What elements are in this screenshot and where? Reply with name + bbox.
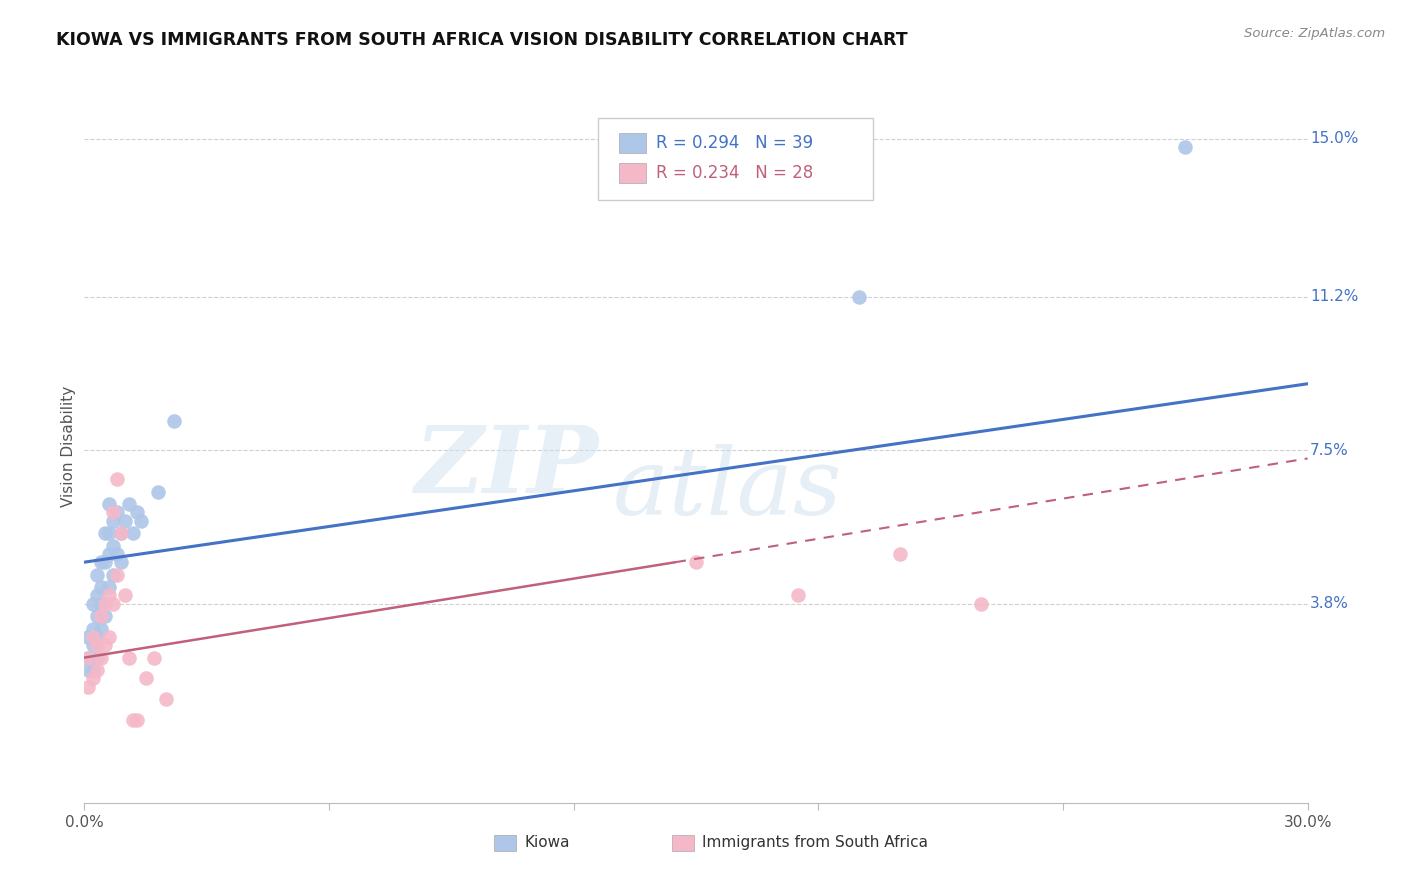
- Point: [1174, 140, 1197, 154]
- Point: [101, 567, 124, 582]
- Point: [97, 526, 120, 541]
- Point: [86, 567, 108, 582]
- Point: [127, 713, 149, 727]
- Point: [86, 630, 108, 644]
- Point: [97, 580, 120, 594]
- Point: [82, 638, 104, 652]
- Point: [685, 555, 707, 569]
- Point: [93, 597, 115, 611]
- Point: [86, 609, 108, 624]
- Point: [77, 650, 100, 665]
- Point: [127, 505, 149, 519]
- Point: [77, 680, 100, 694]
- Point: [110, 555, 132, 569]
- Point: [101, 505, 124, 519]
- Point: [118, 497, 141, 511]
- Point: [848, 290, 870, 304]
- Point: [86, 588, 108, 602]
- Point: [970, 597, 993, 611]
- Text: R = 0.234   N = 28: R = 0.234 N = 28: [655, 164, 813, 182]
- Point: [77, 650, 100, 665]
- Point: [101, 597, 124, 611]
- Text: atlas: atlas: [613, 444, 842, 533]
- Point: [90, 597, 112, 611]
- Text: 7.5%: 7.5%: [1310, 442, 1348, 458]
- Point: [97, 497, 120, 511]
- Y-axis label: Vision Disability: Vision Disability: [60, 385, 76, 507]
- Point: [101, 514, 124, 528]
- Point: [77, 630, 100, 644]
- Point: [105, 505, 128, 519]
- Point: [77, 663, 100, 677]
- Point: [118, 650, 141, 665]
- Point: [146, 484, 169, 499]
- Text: KIOWA VS IMMIGRANTS FROM SOUTH AFRICA VISION DISABILITY CORRELATION CHART: KIOWA VS IMMIGRANTS FROM SOUTH AFRICA VI…: [56, 31, 908, 49]
- Text: Source: ZipAtlas.com: Source: ZipAtlas.com: [1244, 27, 1385, 40]
- Point: [110, 526, 132, 541]
- Point: [90, 555, 112, 569]
- Point: [122, 526, 145, 541]
- Point: [889, 547, 911, 561]
- Point: [110, 526, 132, 541]
- Text: Kiowa: Kiowa: [524, 835, 571, 849]
- Point: [93, 526, 115, 541]
- Point: [131, 514, 153, 528]
- Point: [93, 638, 115, 652]
- Point: [105, 547, 128, 561]
- Point: [86, 638, 108, 652]
- Text: 3.8%: 3.8%: [1310, 596, 1348, 611]
- Point: [86, 650, 108, 665]
- Point: [90, 622, 112, 636]
- Point: [101, 539, 124, 553]
- Point: [97, 588, 120, 602]
- Bar: [619, 162, 645, 183]
- Point: [97, 547, 120, 561]
- Bar: [494, 835, 516, 851]
- Text: R = 0.294   N = 39: R = 0.294 N = 39: [655, 134, 813, 152]
- Point: [135, 671, 157, 685]
- Point: [97, 630, 120, 644]
- Point: [86, 663, 108, 677]
- Text: ZIP: ZIP: [413, 423, 598, 512]
- Point: [122, 713, 145, 727]
- Point: [90, 609, 112, 624]
- Bar: [619, 133, 645, 153]
- Point: [90, 650, 112, 665]
- Point: [82, 663, 104, 677]
- Point: [93, 555, 115, 569]
- Text: 11.2%: 11.2%: [1310, 289, 1358, 304]
- Point: [105, 472, 128, 486]
- Bar: [672, 835, 693, 851]
- FancyBboxPatch shape: [598, 118, 873, 200]
- Point: [93, 609, 115, 624]
- Point: [105, 567, 128, 582]
- Point: [114, 514, 136, 528]
- Point: [82, 597, 104, 611]
- Text: 15.0%: 15.0%: [1310, 131, 1358, 146]
- Point: [787, 588, 810, 602]
- Point: [163, 414, 186, 428]
- Point: [82, 630, 104, 644]
- Point: [114, 588, 136, 602]
- Point: [142, 650, 165, 665]
- Point: [90, 580, 112, 594]
- Point: [155, 692, 177, 706]
- Point: [82, 671, 104, 685]
- Text: Immigrants from South Africa: Immigrants from South Africa: [702, 835, 928, 849]
- Point: [82, 622, 104, 636]
